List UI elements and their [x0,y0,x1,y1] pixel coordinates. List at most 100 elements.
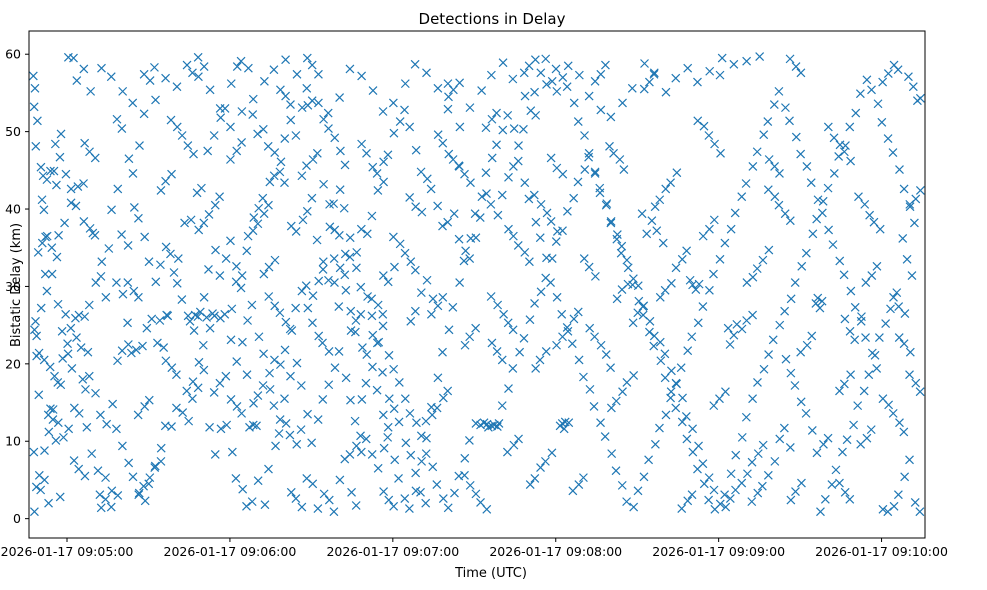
data-point [422,174,432,184]
data-point [308,291,318,301]
data-point [265,177,275,187]
data-point [421,449,431,459]
data-point [150,62,159,72]
data-point [155,260,165,270]
data-point [530,87,539,97]
data-point [249,213,259,222]
data-point [450,488,459,498]
data-point [846,156,856,166]
data-point [318,257,328,267]
data-point [519,124,528,134]
data-point [704,473,714,483]
data-point [438,138,448,148]
data-point [753,488,763,498]
data-point [314,69,323,79]
data-point [709,401,719,411]
data-point [900,309,910,318]
data-point [861,333,870,342]
data-point [167,363,177,373]
data-point [221,371,231,381]
data-point [422,275,432,285]
data-point [247,300,257,310]
data-point [76,343,86,353]
data-point [691,285,701,294]
data-point [395,239,405,249]
data-point [378,309,388,319]
data-point [881,319,891,329]
data-point [334,230,344,240]
data-point [55,152,65,162]
data-point [106,72,116,82]
data-point [340,160,350,170]
data-point [649,69,659,79]
data-point [785,216,795,226]
data-point [384,394,394,404]
data-point [487,338,497,348]
x-tick-label: 2026-01-17 09:08:00 [489,544,622,559]
data-point [286,371,295,381]
data-point [135,141,144,150]
data-point [87,449,97,459]
data-point [915,507,925,517]
data-point [196,183,206,193]
data-point [562,82,572,92]
data-point [752,264,762,274]
data-point [676,363,686,373]
data-point [494,419,504,428]
data-point [443,217,453,227]
data-point [633,308,643,318]
data-point [786,495,796,505]
data-point [151,95,160,105]
data-point [72,76,82,85]
data-point [314,276,324,286]
data-point [259,269,269,279]
data-point [611,396,621,406]
data-point [774,86,784,96]
data-point [770,192,780,202]
data-point [709,485,719,495]
data-point [725,340,735,349]
data-point [357,343,367,353]
data-point [113,491,123,500]
data-point [874,333,884,342]
data-point [475,213,485,222]
data-point [709,215,719,225]
data-point [466,178,475,188]
data-point [270,355,279,365]
data-point [672,379,681,389]
data-point [883,134,893,144]
data-point [215,271,225,281]
data-point [580,165,590,174]
data-point [58,353,68,363]
data-point [819,439,828,449]
data-point [471,323,481,333]
data-point [541,54,551,64]
data-point [379,177,389,187]
data-point [194,72,203,82]
data-point [308,479,318,489]
data-point [410,306,420,316]
data-point [210,200,220,210]
data-point [61,309,71,319]
data-point [619,165,629,174]
data-point [644,77,654,87]
data-point [878,77,888,87]
data-point [763,117,773,126]
data-point [301,281,311,291]
data-point [313,504,323,514]
data-point [909,218,919,228]
data-point [363,292,373,301]
data-point [915,93,925,103]
data-point [324,124,333,133]
data-point [763,470,773,480]
data-point [758,255,768,265]
data-point [312,235,322,245]
data-point [297,103,307,113]
data-point [291,131,301,140]
data-point [486,199,496,209]
data-point [339,203,349,213]
data-point [479,418,489,428]
data-point [470,209,480,219]
data-point [36,303,46,313]
data-point [318,338,327,348]
